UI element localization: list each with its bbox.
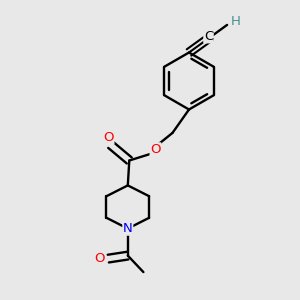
Text: O: O: [95, 252, 105, 265]
Text: O: O: [150, 143, 161, 156]
Text: C: C: [204, 30, 213, 43]
Text: H: H: [231, 15, 240, 28]
Text: O: O: [103, 131, 114, 144]
Text: N: N: [123, 222, 133, 235]
